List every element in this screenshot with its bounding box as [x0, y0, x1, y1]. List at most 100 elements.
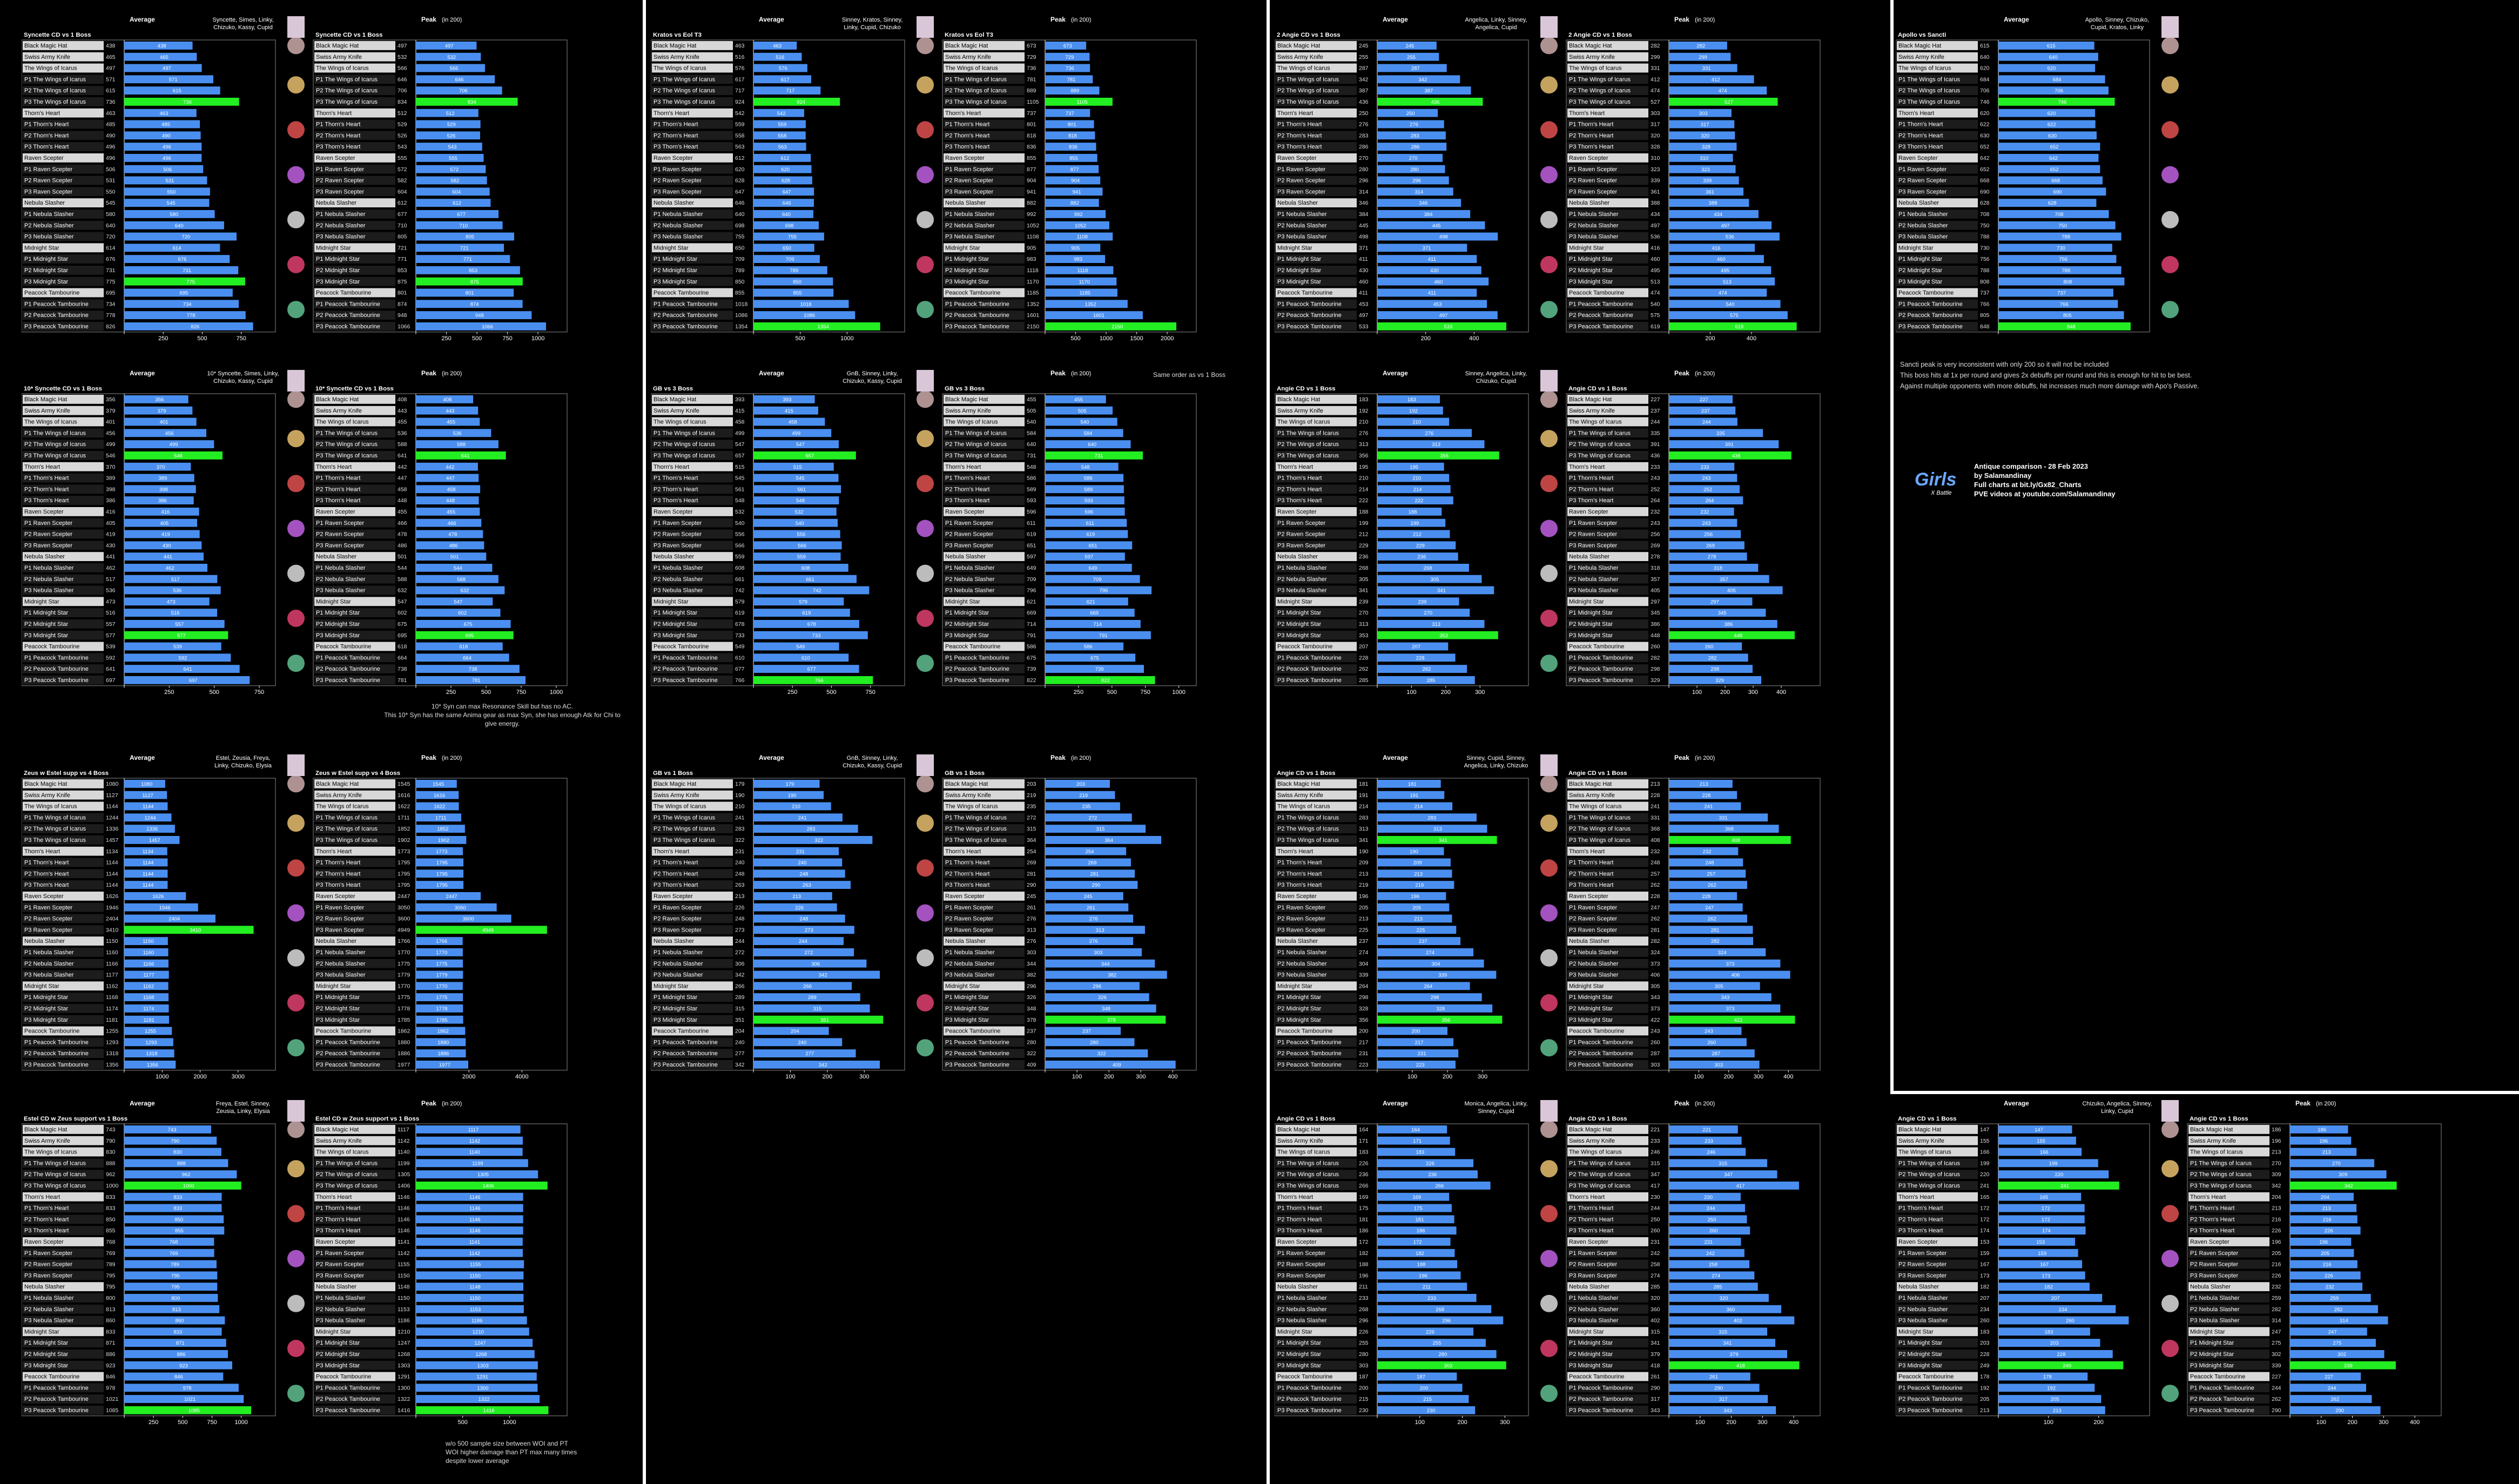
row-bg	[1567, 552, 1648, 561]
bar-label: 230	[1427, 1408, 1436, 1414]
bar-label: 255	[1407, 55, 1416, 60]
chart-label: Peak	[1050, 369, 1066, 377]
row-bg	[1276, 914, 1357, 923]
bar-label: 543	[448, 144, 457, 150]
row-bg	[314, 1170, 395, 1179]
bar-label: 855	[793, 291, 802, 296]
bar	[124, 109, 197, 117]
row-label: P1 The Wings of Icarus	[1569, 814, 1631, 821]
row-value: 850	[106, 1217, 116, 1223]
row-bg	[23, 473, 104, 483]
hat-icon	[1540, 390, 1558, 408]
bar	[124, 1215, 224, 1224]
row-label: P3 The Wings of Icarus	[945, 453, 1007, 459]
bar-label: 418	[1736, 1363, 1745, 1369]
row-label: P3 Midnight Star	[945, 1017, 989, 1023]
tambourine-icon	[917, 1039, 934, 1057]
bar-label: 335	[1716, 430, 1725, 436]
row-label: P2 Raven Scepter	[1277, 178, 1325, 184]
bar-label: 398	[159, 487, 168, 493]
bar-label: 207	[1412, 644, 1420, 650]
row-bg	[2188, 1158, 2269, 1168]
row-label: Nebula Slasher	[654, 200, 694, 206]
bar-label: 540	[1081, 420, 1089, 426]
bar-label: 387	[1425, 88, 1433, 94]
bar-label: 196	[2319, 1138, 2328, 1144]
row-bg	[1567, 507, 1648, 516]
chart-subtitle: Angie CD vs 1 Boss	[1277, 386, 1336, 392]
bar-label: 246	[1707, 1150, 1715, 1156]
bar	[1045, 518, 1127, 527]
x-tick-label: 750	[254, 689, 264, 696]
row-value: 225	[1359, 927, 1369, 933]
row-label: P3 Nebula Slasher	[945, 972, 995, 979]
chart-subtitle: Zeus w Estel supp vs 4 Boss	[315, 770, 400, 777]
row-value: 536	[398, 430, 407, 436]
bar-label: 303	[1714, 1062, 1723, 1068]
character-portrait	[287, 16, 305, 38]
row-bg	[944, 428, 1025, 438]
row-bg	[652, 254, 733, 264]
row-label: P1 Thorn's Heart	[24, 1205, 69, 1212]
bar-label: 409	[1113, 1062, 1121, 1068]
chart-frame	[2187, 1123, 2442, 1416]
row-bg	[1897, 254, 1978, 264]
bar-label: 577	[177, 633, 186, 639]
row-label: P3 The Wings of Icarus	[654, 99, 715, 105]
row-label: Nebula Slasher	[316, 1284, 356, 1290]
bar	[415, 153, 484, 162]
row-label: Swiss Army Knife	[24, 1138, 70, 1144]
bar-label: 183	[1416, 1150, 1424, 1156]
bar-label: 641	[184, 666, 192, 672]
bar	[1668, 97, 1778, 106]
x-tick-label: 100	[1406, 689, 1416, 696]
bar	[415, 586, 505, 595]
row-value: 244	[2272, 1385, 2281, 1391]
row-label: P2 Nebula Slasher	[2190, 1306, 2240, 1313]
bar	[1377, 232, 1498, 241]
row-label: Raven Scepter	[316, 155, 355, 161]
row-value: 558	[735, 133, 745, 139]
chart-subtitle: Estel CD w Zeus support vs 1 Boss	[315, 1116, 419, 1122]
row-value: 1902	[398, 838, 410, 844]
bar-label: 1406	[482, 1183, 494, 1189]
row-bg	[1276, 1181, 1357, 1190]
bar-label: 678	[807, 622, 816, 628]
row-bg	[1897, 321, 1978, 331]
bar	[415, 1237, 523, 1246]
row-bg	[652, 675, 733, 685]
chart-label: Average	[2004, 16, 2029, 23]
bar	[1045, 937, 1134, 945]
row-label: Thorn's Heart	[945, 464, 981, 470]
x-tick-label: 500	[481, 689, 491, 696]
row-label: P1 Midnight Star	[1569, 610, 1613, 616]
row-label: P2 Raven Scepter	[945, 178, 993, 184]
team-label: Syncette, Simes, Linky,	[212, 17, 273, 23]
row-bg	[1567, 1360, 1648, 1370]
row-label: P1 The Wings of Icarus	[24, 76, 86, 83]
bar	[1668, 322, 1797, 330]
bar	[1998, 300, 2118, 308]
row-value: 243	[1651, 476, 1660, 482]
bar-label: 486	[449, 543, 458, 549]
row-label: P2 Thorn's Heart	[1569, 871, 1614, 877]
row-label: P2 Midnight Star	[24, 1006, 69, 1012]
row-bg	[2188, 1304, 2269, 1314]
row-label: Midnight Star	[1898, 1328, 1934, 1335]
row-bg	[23, 1316, 104, 1325]
bar	[1668, 676, 1762, 684]
row-bg	[23, 630, 104, 640]
bar	[753, 485, 841, 494]
row-label: Peacock Tambourine	[1569, 1028, 1624, 1035]
row-label: P1 Thorn's Heart	[316, 1205, 361, 1212]
row-bg	[1567, 563, 1648, 572]
row-bg	[1567, 1037, 1648, 1047]
bar	[1668, 1260, 1750, 1269]
row-label: P3 The Wings of Icarus	[654, 453, 715, 459]
row-label: P1 Midnight Star	[1277, 256, 1322, 262]
row-value: 640	[106, 223, 116, 229]
bar	[124, 300, 239, 308]
bar	[415, 869, 464, 878]
row-label: P2 The Wings of Icarus	[2190, 1171, 2252, 1178]
